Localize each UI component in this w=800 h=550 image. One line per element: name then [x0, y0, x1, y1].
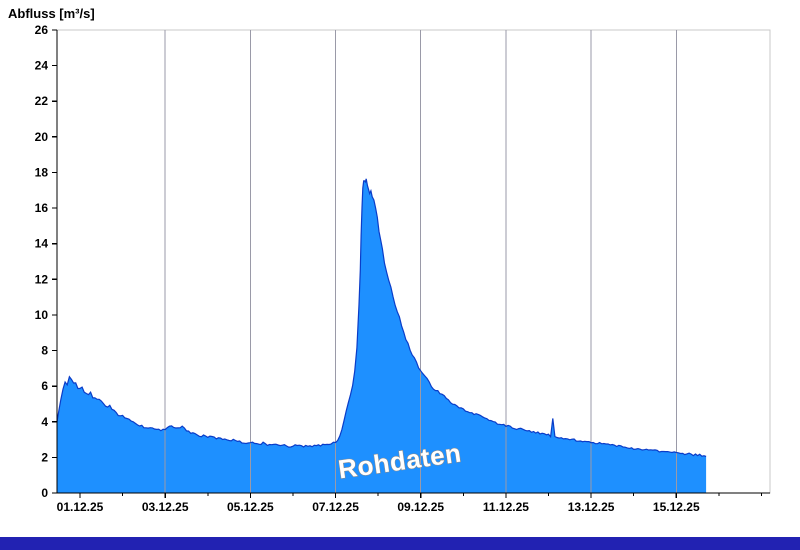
x-tick-label: 01.12.25: [57, 500, 104, 514]
x-tick-label: 11.12.25: [483, 500, 529, 514]
y-tick-label: 2: [41, 450, 48, 464]
x-tick-label: 03.12.25: [142, 500, 189, 514]
y-tick-label: 10: [35, 308, 49, 322]
x-tick-label: 09.12.25: [397, 500, 444, 514]
y-tick-label: 14: [35, 237, 49, 251]
y-tick-label: 6: [41, 379, 48, 393]
axes: [56, 30, 770, 494]
y-tick-label: 16: [35, 201, 49, 215]
discharge-line: [56, 178, 707, 458]
y-tick-label: 24: [35, 59, 49, 73]
x-tick-label: 05.12.25: [227, 500, 274, 514]
x-tick-label: 07.12.25: [312, 500, 359, 514]
chart-axis-title: Abfluss [m³/s]: [8, 6, 95, 21]
x-tick-label: 15.12.25: [653, 500, 700, 514]
y-tick-label: 22: [35, 94, 49, 108]
y-tick-label: 26: [35, 23, 49, 37]
y-tick-label: 0: [41, 486, 48, 500]
discharge-area-fill: [57, 178, 707, 494]
gridlines: [164, 30, 677, 493]
window-bottom-bar: [0, 537, 800, 550]
x-tick-label: 13.12.25: [568, 500, 615, 514]
y-tick-label: 4: [41, 415, 48, 429]
y-tick-label: 12: [35, 272, 49, 286]
x-axis: 01.12.25 03.12.25 05.12.25 07.12.25 09.12.25…: [57, 493, 762, 514]
y-tick-label: 18: [35, 165, 49, 179]
y-tick-label: 20: [35, 130, 49, 144]
y-tick-label: 8: [41, 344, 48, 358]
